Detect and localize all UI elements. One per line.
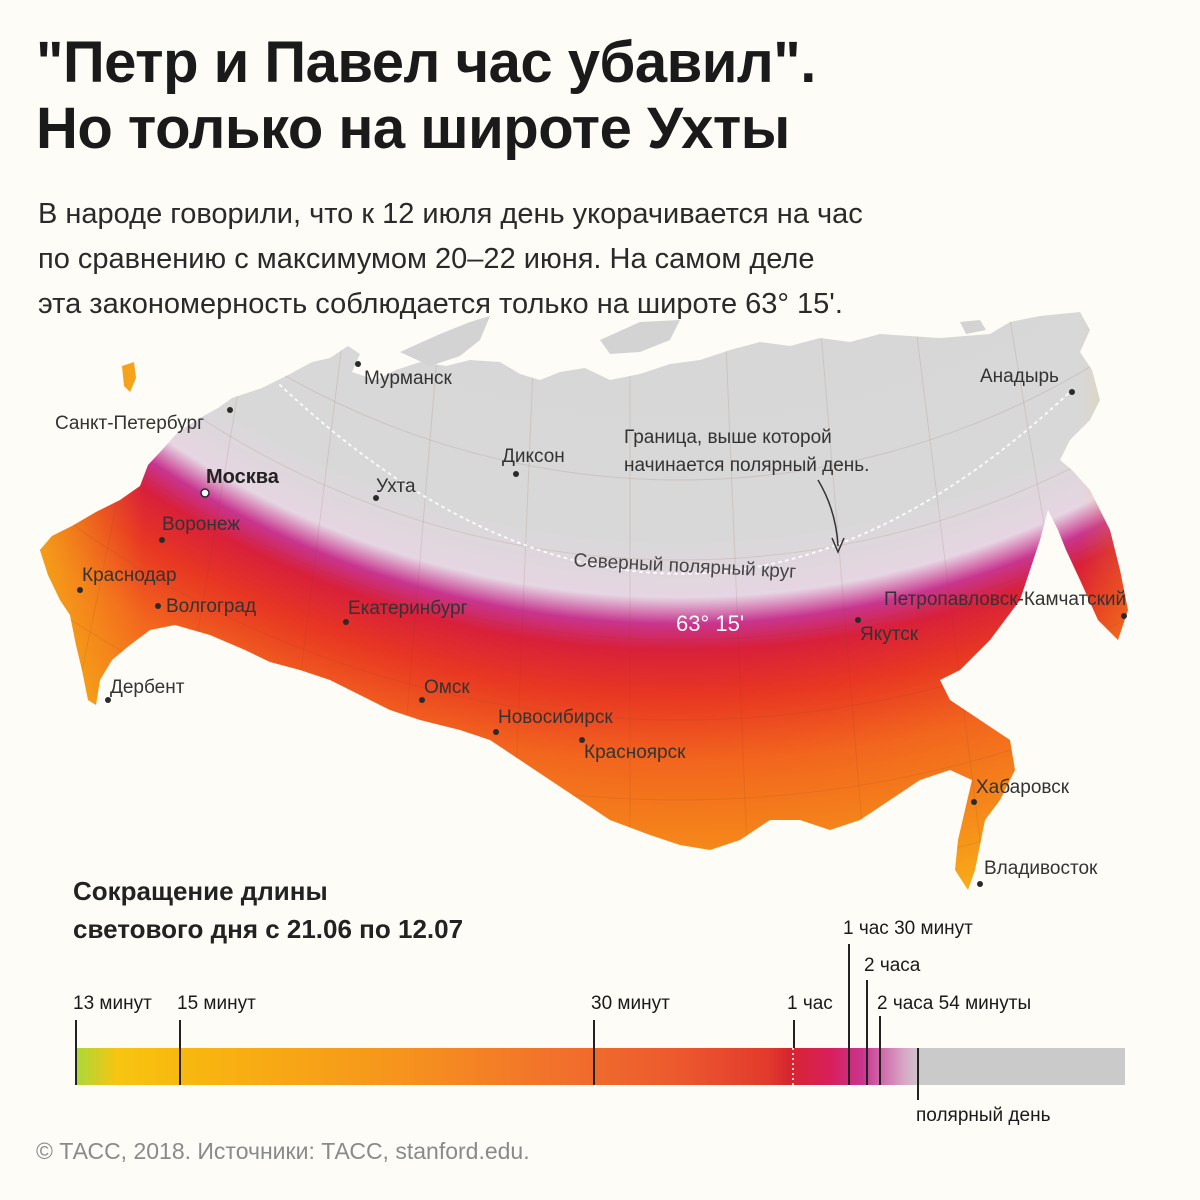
arctic-island (600, 320, 680, 354)
city-label-vladivostok: Владивосток (984, 858, 1098, 879)
tick-label-1h: 1 час (787, 993, 833, 1014)
city-label-derbent: Дербент (110, 677, 185, 698)
tick-label-2h: 2 часа (864, 955, 921, 976)
russia-map: Северный полярный круг 63° 15' (40, 312, 1128, 890)
color-scale-bar (75, 1048, 1125, 1085)
city-dot-derbent (105, 697, 111, 703)
tick-label-13min: 13 минут (73, 993, 152, 1014)
city-dot-omsk (419, 697, 425, 703)
city-label-omsk: Омск (424, 677, 470, 698)
annotation-arrow (817, 479, 839, 547)
city-label-krasnodar: Краснодар (82, 565, 177, 586)
kaliningrad (122, 362, 136, 392)
tick-label-2h54: 2 часа 54 минуты (877, 993, 1032, 1014)
subtitle-line-1: В народе говорили, что к 12 июля день ук… (38, 198, 863, 230)
city-label-volgograd: Волгоград (166, 596, 257, 617)
city-dot-novosibirsk (493, 729, 499, 735)
tick-polar (917, 1048, 919, 1100)
title: "Петр и Павел час убавил". Но только на … (36, 30, 1156, 162)
city-label-krasnoyarsk: Красноярск (584, 742, 686, 763)
city-dot-ukhta (373, 495, 379, 501)
city-label-murmansk: Мурманск (364, 368, 452, 389)
footer-source: © ТАСС, 2018. Источники: ТАСС, stanford.… (36, 1138, 530, 1164)
tick-1h (793, 1020, 795, 1048)
city-dot-khabarovsk (971, 799, 977, 805)
city-label-novosibirsk: Новосибирск (498, 707, 613, 728)
annotation-line-2: начинается полярный день. (624, 455, 870, 476)
city-dot-dikson (513, 471, 519, 477)
tick-label-polar-day: полярный день (916, 1105, 1051, 1126)
city-label-yakutsk: Якутск (860, 624, 919, 645)
tick-2h (866, 980, 868, 1085)
tick-label-1h30: 1 час 30 минут (843, 918, 973, 939)
city-dot-moscow (200, 488, 210, 498)
tick-30min (593, 1020, 595, 1085)
city-dot-ekaterinburg (343, 619, 349, 625)
title-line-2: Но только на широте Ухты (36, 96, 790, 161)
tick-label-15min: 15 минут (177, 993, 256, 1014)
subtitle-line-3: эта закономерность соблюдается только на… (38, 288, 843, 320)
city-dot-volgograd (155, 603, 161, 609)
city-dot-murmansk (355, 361, 361, 367)
arctic-island (960, 320, 986, 334)
city-label-voronezh: Воронеж (162, 514, 240, 535)
legend-title-line-1: Сокращение длины (73, 876, 328, 906)
city-dot-vladivostok (977, 881, 983, 887)
city-label-anadyr: Анадырь (980, 366, 1059, 387)
latitude-63-line (279, 384, 1073, 575)
city-label-petropavlovsk: Петропавловск-Камчатский (884, 589, 1127, 610)
tick-label-30min: 30 минут (591, 993, 670, 1014)
city-dot-petropavlovsk (1121, 613, 1127, 619)
legend-title: Сокращение длины светового дня с 21.06 п… (73, 872, 463, 948)
city-label-khabarovsk: Хабаровск (976, 777, 1070, 798)
subtitle-line-2: по сравнению с максимумом 20–22 июня. На… (38, 243, 815, 275)
tick-1h30 (848, 944, 850, 1085)
tick-13min (75, 1020, 77, 1085)
title-line-1: "Петр и Павел час убавил". (36, 30, 816, 95)
arctic-island (400, 316, 490, 366)
city-dot-krasnodar (77, 587, 83, 593)
city-label-ekaterinburg: Екатеринбург (348, 598, 468, 619)
city-label-spb: Санкт-Петербург (55, 413, 205, 434)
city-dot-yakutsk (855, 617, 861, 623)
legend-title-line-2: светового дня с 21.06 по 12.07 (73, 914, 464, 944)
city-dot-anadyr (1069, 389, 1075, 395)
city-dot-spb (227, 407, 233, 413)
city-dot-krasnoyarsk (579, 737, 585, 743)
scale-dotted-marker (792, 1048, 794, 1085)
subtitle: В народе говорили, что к 12 июля день ук… (38, 192, 1038, 327)
latitude-label: 63° 15' (676, 611, 744, 636)
city-label-ukhta: Ухта (376, 476, 416, 497)
city-label-dikson: Диксон (502, 446, 565, 467)
city-label-moscow: Москва (206, 466, 279, 488)
tick-15min (179, 1020, 181, 1085)
annotation-line-1: Граница, выше которой (624, 427, 832, 448)
city-dot-voronezh (159, 537, 165, 543)
tick-2h54 (879, 1016, 881, 1085)
city-dots (77, 361, 1127, 887)
arrow-head-icon (831, 537, 845, 554)
